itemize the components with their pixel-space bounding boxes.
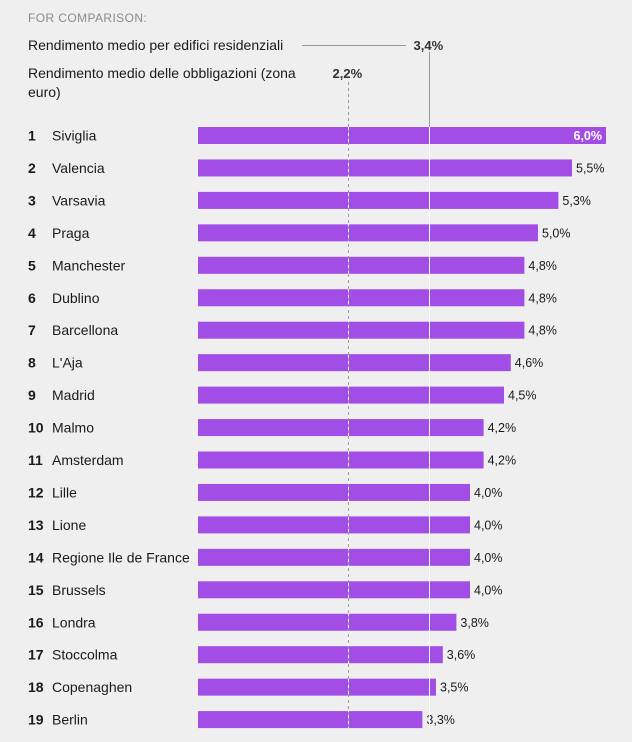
- rank-label: 18: [28, 679, 44, 695]
- bar: [198, 419, 484, 437]
- bar: [198, 224, 538, 242]
- bar: [198, 451, 484, 469]
- data-label: 5,5%: [576, 161, 605, 175]
- category-label: L'Aja: [52, 355, 83, 371]
- category-label: Lione: [52, 517, 86, 533]
- category-label: Londra: [52, 614, 96, 630]
- bar: [198, 191, 559, 209]
- bar: [198, 613, 457, 631]
- rank-label: 15: [28, 582, 44, 598]
- bar: [198, 256, 525, 274]
- bar: [198, 354, 511, 372]
- category-label: Brussels: [52, 582, 106, 598]
- comparison-title: FOR COMPARISON:: [28, 11, 148, 25]
- category-label: Praga: [52, 225, 90, 241]
- bar: [198, 678, 436, 696]
- category-label: Berlin: [52, 712, 88, 728]
- category-label: Manchester: [52, 257, 125, 273]
- data-label: 4,8%: [528, 259, 557, 273]
- bar: [198, 321, 525, 339]
- bar: [198, 483, 470, 501]
- data-label: 4,2%: [488, 454, 516, 468]
- data-label: 4,6%: [515, 356, 544, 370]
- data-label: 4,0%: [474, 551, 503, 565]
- rank-label: 12: [28, 484, 44, 500]
- bar: [198, 289, 525, 307]
- rank-label: 17: [28, 647, 44, 663]
- bar: [198, 548, 470, 566]
- category-label: Valencia: [52, 160, 105, 176]
- rank-label: 10: [28, 420, 44, 436]
- rank-label: 4: [28, 225, 36, 241]
- rank-label: 14: [28, 549, 44, 565]
- bar: [198, 516, 470, 534]
- bar: [198, 386, 504, 404]
- bar: [198, 581, 470, 599]
- data-label: 4,0%: [474, 583, 503, 597]
- bar: [198, 646, 443, 664]
- rank-label: 7: [28, 322, 36, 338]
- data-label: 4,8%: [528, 324, 557, 338]
- data-label: 3,5%: [440, 681, 469, 695]
- reference-value-residential: 3,4%: [413, 38, 444, 53]
- data-label: 3,6%: [447, 648, 476, 662]
- data-label: 4,0%: [474, 518, 503, 532]
- category-label: Lille: [52, 484, 77, 500]
- category-label: Copenaghen: [52, 679, 132, 695]
- data-label: 4,0%: [474, 486, 503, 500]
- data-label: 3,8%: [460, 616, 489, 630]
- category-label: Malmo: [52, 420, 94, 436]
- category-label: Dublino: [52, 290, 100, 306]
- bar: [198, 159, 572, 177]
- category-label: Amsterdam: [52, 452, 124, 468]
- data-label: 6,0%: [574, 129, 603, 143]
- data-label: 4,8%: [528, 291, 557, 305]
- rank-label: 6: [28, 290, 36, 306]
- reference-label-residential: Rendimento medio per edifici residenzial…: [28, 37, 284, 53]
- category-label: Barcellona: [52, 322, 118, 338]
- reference-lines-group: [302, 45, 430, 729]
- category-label: Stoccolma: [52, 647, 118, 663]
- data-label: 5,0%: [542, 226, 571, 240]
- category-label: Varsavia: [52, 192, 106, 208]
- reference-label-bonds: Rendimento medio delle obbligazioni (zon…: [28, 65, 296, 100]
- category-label: Regione Ile de France: [52, 549, 190, 565]
- rank-label: 11: [28, 452, 43, 468]
- category-label: Siviglia: [52, 128, 97, 144]
- reference-value-bonds: 2,2%: [332, 66, 363, 81]
- rank-label: 2: [28, 160, 36, 176]
- data-label: 5,3%: [562, 194, 591, 208]
- rank-label: 19: [28, 712, 44, 728]
- data-label: 4,2%: [488, 421, 516, 435]
- bars-group: 1 Siviglia 6,0% 2 Valencia 5,5% 3 Varsavia 5,3% 4…: [28, 127, 606, 729]
- category-label: Madrid: [52, 387, 95, 403]
- rank-label: 13: [28, 517, 44, 533]
- bar: [198, 127, 606, 144]
- rank-label: 1: [28, 128, 36, 144]
- rank-label: 9: [28, 387, 36, 403]
- rank-label: 8: [28, 355, 36, 371]
- rank-label: 3: [28, 192, 36, 208]
- data-label: 3,3%: [426, 713, 455, 727]
- rank-label: 5: [28, 257, 36, 273]
- data-label: 4,5%: [508, 389, 537, 403]
- bar: [198, 711, 423, 729]
- rank-label: 16: [28, 614, 44, 630]
